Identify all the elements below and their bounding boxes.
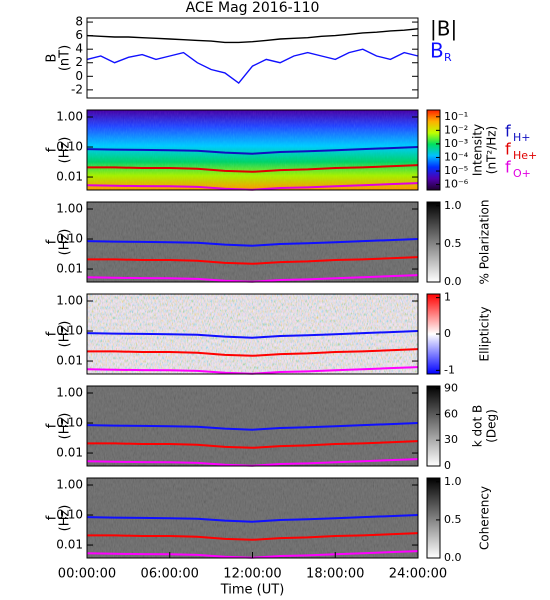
colorbar-tick-label: 10⁻⁵	[444, 164, 468, 177]
y-axis-label: f	[45, 423, 60, 428]
y-tick-label: 0.10	[56, 324, 83, 338]
x-tick-label: 24:00:00	[389, 567, 447, 582]
series-line	[87, 164, 419, 173]
legend-label: f	[505, 122, 511, 141]
plot-frame	[86, 109, 419, 191]
legend-subscript: He+	[513, 149, 537, 162]
series-line	[87, 440, 419, 449]
series-line	[86, 48, 419, 85]
legend-subscript: H+	[513, 131, 531, 144]
series-line	[86, 514, 419, 523]
colorbar-tick-label: 10⁻²	[444, 123, 468, 136]
colorbar-tick-label: 1	[444, 291, 451, 304]
chart-title: ACE Mag 2016-110	[186, 0, 320, 16]
series-line	[86, 238, 419, 247]
y-tick-label: 0.01	[56, 354, 83, 368]
y-tick-label: 0.10	[56, 508, 83, 522]
colorbar-tick-label: 0.0	[444, 551, 462, 564]
y-tick-label: 1.00	[56, 109, 83, 123]
colorbar-tick-label: 0	[444, 327, 451, 340]
colorbar	[426, 385, 441, 467]
colorbar-tick-label: 10⁻³	[444, 137, 468, 150]
y-axis-unit: (nT)	[58, 45, 73, 71]
x-tick-label: 12:00:00	[223, 567, 281, 582]
y-tick-label: 0.10	[56, 232, 83, 246]
colorbar-label: Coherency	[478, 486, 492, 550]
colorbar-tick-label: -1	[444, 363, 455, 376]
y-axis-label: f	[45, 239, 60, 244]
colorbar-label: % Polarization	[478, 200, 492, 285]
plot-frame	[86, 385, 419, 467]
y-tick-label: 1.00	[56, 293, 83, 307]
y-tick-label: 1.00	[56, 201, 83, 215]
colorbar	[426, 201, 441, 283]
y-axis-label: f	[45, 515, 60, 520]
series-line	[86, 146, 419, 155]
y-tick-label: 0	[75, 69, 83, 83]
colorbar-tick-label: 1.0	[444, 475, 462, 488]
y-tick-label: 0.01	[56, 446, 83, 460]
colorbar-tick-label: 0.0	[444, 275, 462, 288]
y-tick-label: 6	[75, 28, 83, 42]
colorbar-tick-label: 10⁻⁶	[444, 178, 469, 191]
y-tick-label: 0.10	[56, 416, 83, 430]
colorbar-label: Ellipticity	[478, 307, 492, 362]
plot-frame	[86, 293, 419, 375]
legend-label: f	[505, 158, 511, 177]
series-line	[87, 348, 419, 357]
plot-frame	[86, 201, 419, 283]
colorbar-unit: (Deg)	[485, 409, 499, 443]
y-tick-label: -2	[71, 82, 83, 96]
legend-subscript: R	[444, 51, 452, 64]
y-axis-label: B	[45, 54, 60, 63]
y-tick-label: 0.01	[56, 262, 83, 276]
y-axis-unit: (Hz)	[58, 413, 73, 440]
y-tick-label: 8	[75, 15, 83, 29]
colorbar-tick-label: 1.0	[444, 199, 462, 212]
y-tick-label: 2	[75, 55, 83, 69]
legend-subscript: O+	[513, 167, 531, 180]
colorbar	[426, 477, 441, 559]
y-axis-unit: (Hz)	[58, 137, 73, 164]
series-line	[86, 28, 419, 44]
legend-label: f	[505, 140, 511, 159]
series-line	[86, 422, 419, 431]
colorbar-tick-label: 0.5	[444, 513, 462, 526]
y-tick-label: 1.00	[56, 477, 83, 491]
x-axis-label: Time (UT)	[220, 583, 285, 598]
plot-frame	[86, 17, 419, 99]
colorbar-tick-label: 0.5	[444, 237, 462, 250]
legend-label: |B|	[430, 17, 457, 41]
y-tick-label: 1.00	[56, 385, 83, 399]
y-axis-label: f	[45, 147, 60, 152]
colorbar-unit: (nT²/Hz)	[485, 126, 499, 174]
y-axis-unit: (Hz)	[58, 229, 73, 256]
y-axis-unit: (Hz)	[58, 505, 73, 532]
legend-label: B	[430, 39, 444, 63]
colorbar-tick-label: 90	[444, 382, 458, 395]
colorbar-label: k dot B	[471, 405, 485, 447]
colorbar-tick-label: 10⁻¹	[444, 110, 468, 123]
series-line	[87, 256, 419, 265]
colorbar-tick-label: 30	[444, 433, 458, 446]
y-tick-label: 0.01	[56, 170, 83, 184]
x-tick-label: 18:00:00	[306, 567, 364, 582]
colorbar-tick-label: 0	[444, 459, 451, 472]
colorbar-tick-label: 60	[444, 407, 458, 420]
x-tick-label: 06:00:00	[141, 567, 199, 582]
series-line	[87, 532, 419, 541]
y-tick-label: 0.10	[56, 140, 83, 154]
y-tick-label: 0.01	[56, 538, 83, 552]
colorbar-label: Intensity	[471, 124, 485, 176]
series-line	[86, 330, 419, 339]
y-tick-label: 4	[75, 42, 83, 56]
x-tick-label: 00:00:00	[58, 567, 116, 582]
colorbar	[426, 109, 441, 191]
y-axis-unit: (Hz)	[58, 321, 73, 348]
colorbar-tick-label: 10⁻⁴	[444, 150, 469, 163]
y-axis-label: f	[45, 331, 60, 336]
